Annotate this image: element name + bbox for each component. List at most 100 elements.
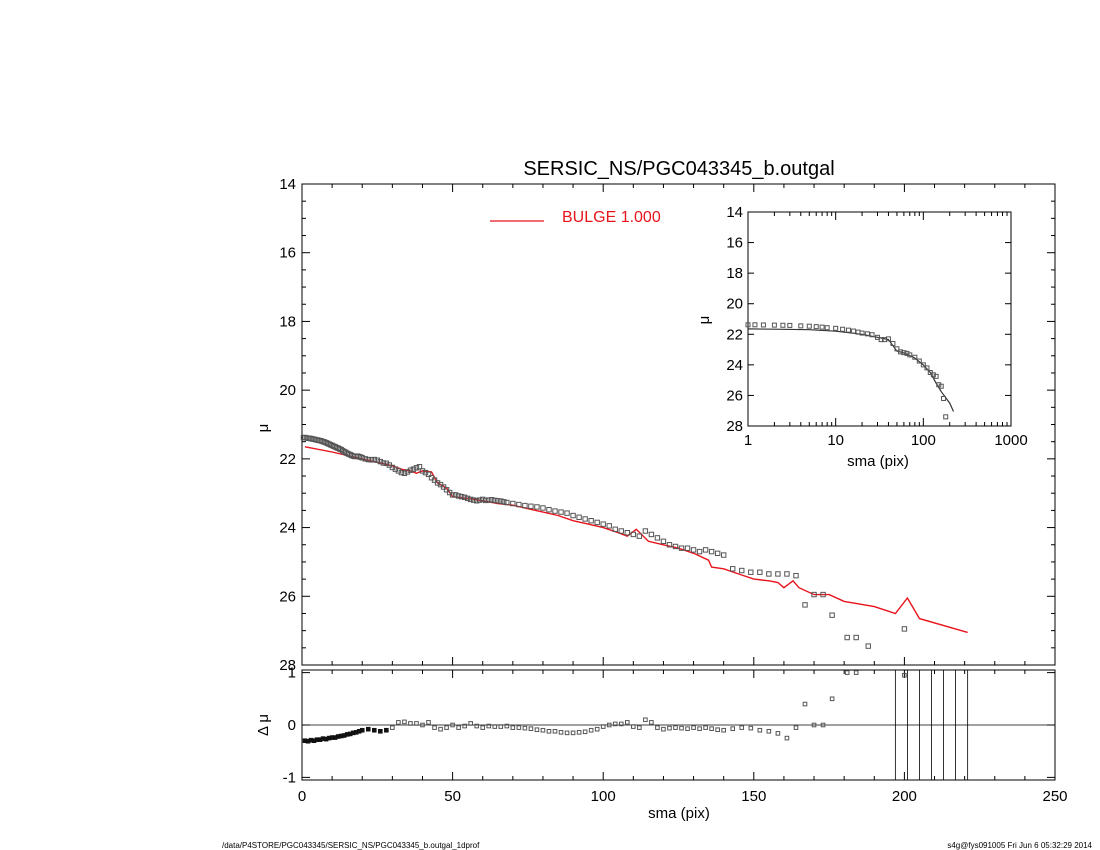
main-data-point [582,516,588,522]
residual-data-point [408,721,413,726]
main-data-point [784,571,790,577]
residual-x-tick-label: 100 [591,788,616,805]
inset-data-point [924,365,930,371]
residual-data-point [432,725,437,730]
main-y-tick-label: 26 [279,588,296,605]
main-data-point [483,497,489,504]
inset-data-point [787,322,793,328]
main-data-point [470,497,477,503]
main-data-point [359,455,365,461]
inset-data-point [912,354,918,360]
inset-data-point [890,340,896,346]
residual-data-point [582,729,588,735]
residual-data-point [757,727,763,733]
inset-data-point [752,322,758,328]
main-data-point [461,494,468,501]
inset-data-point [933,373,939,379]
residual-data-point [576,730,582,735]
inset-x-tick-label: 1000 [994,432,1027,449]
main-data-point [666,542,673,548]
residual-x-tick-label: 250 [1042,788,1067,805]
main-data-point [492,497,498,504]
residual-data-point [588,727,594,733]
main-data-point [458,493,465,500]
main-data-point [802,602,808,608]
main-data-point [401,470,408,476]
residual-data-point [820,722,826,728]
main-data-point [730,566,736,572]
main-data-point [501,499,507,505]
main-data-point [368,457,374,463]
main-data-point [365,456,371,463]
main-data-point [443,487,450,493]
main-data-point [467,496,474,503]
residual-data-point [402,719,407,725]
residual-data-point [444,725,449,730]
residual-data-point [420,722,425,728]
inset-data-point [938,383,944,389]
main-data-point [811,591,817,598]
main-y-tick-label: 18 [279,313,296,330]
main-data-point [480,496,486,503]
main-data-point [516,501,522,508]
main-model-line [304,446,968,634]
inset-data-point [771,322,777,328]
residual-data-point [414,721,419,726]
residual-data-point [486,723,492,729]
residual-x-tick-label: 200 [892,788,917,805]
residual-data-point [474,723,479,729]
main-data-point [477,497,483,503]
inset-data-point [901,350,907,356]
inset-data-point [845,327,851,333]
residual-data-point [564,730,570,736]
residual-data-point [673,725,678,730]
residual-data-point [462,723,467,729]
main-data-point [510,500,516,507]
inset-data-point [864,331,870,337]
main-data-point [636,533,643,539]
residual-data-point [546,728,552,734]
residual-data-point [631,724,636,729]
residual-data-point [438,726,443,732]
residual-data-point [450,722,455,728]
residual-data-point [691,725,696,730]
residual-data-point [793,725,799,730]
residual-data-point [649,720,654,725]
main-data-point [748,569,754,575]
inset-data-point [878,337,884,343]
main-data-point [380,460,387,466]
main-data-point [844,634,850,641]
main-data-point [594,519,600,526]
residual-data-point [510,725,516,730]
residual-data-point [612,721,618,727]
legend-label: BULGE 1.000 [562,209,661,226]
main-data-point [398,469,405,476]
inset-data-point [916,358,922,364]
main-data-point [714,550,721,557]
inset-data-point [859,330,865,336]
residual-data-point [534,727,540,733]
residual-data-point [390,725,395,730]
residual-data-point [522,725,528,731]
main-data-points [300,434,908,649]
main-data-point [588,518,594,524]
main-y-tick-label: 16 [279,245,296,262]
footer-file-path: /data/P4STORE/PGC043345/SERSIC_NS/PGC043… [222,841,480,850]
residual-error-lines [894,670,969,780]
residual-data-point [371,727,377,733]
main-data-point [648,531,655,538]
inset-data-point [869,332,875,338]
inset-x-axis-label: sma (pix) [847,453,909,470]
residual-data-point [426,720,431,725]
residual-x-tick-label: 0 [298,788,306,805]
main-data-point [452,492,459,498]
residual-data-point [784,735,790,741]
main-data-point [630,531,637,538]
inset-x-tick-label: 10 [827,432,844,449]
inset-y-axis-label: μ [696,316,713,325]
inset-y-tick-label: 20 [726,296,743,313]
residual-data-point [697,726,702,731]
inset-data-point [819,324,825,330]
main-data-point [495,498,501,504]
